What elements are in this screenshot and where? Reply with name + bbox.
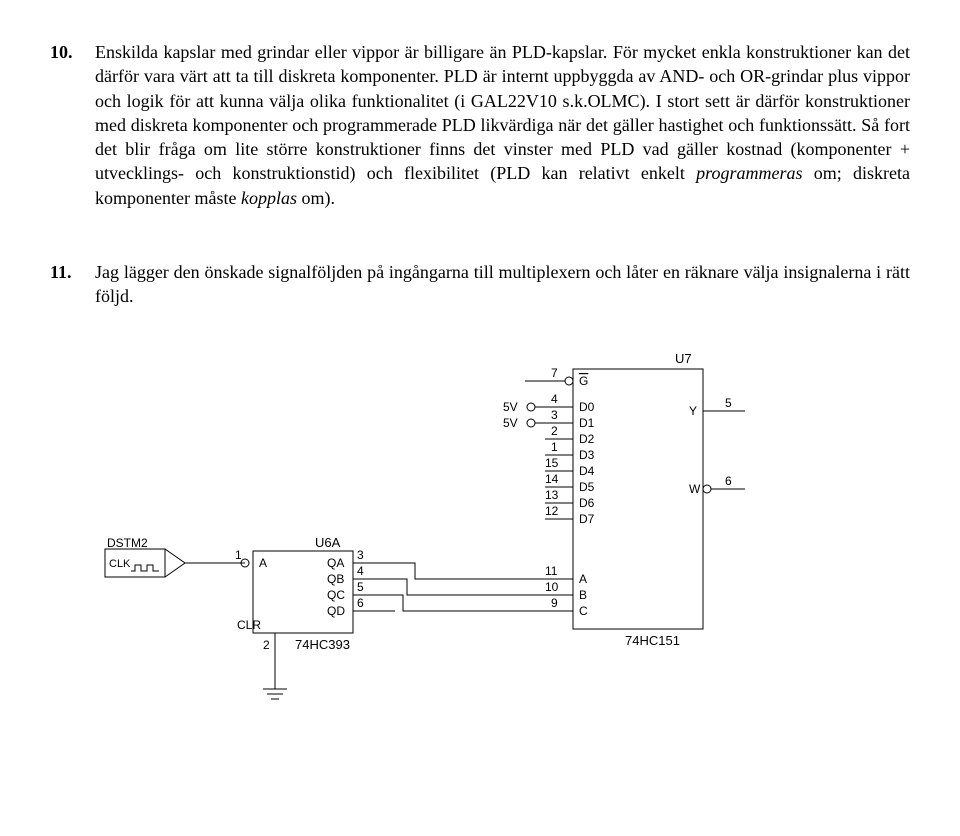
u7-g-sig: G	[579, 374, 588, 388]
u7-d2-sig: D2	[579, 432, 595, 446]
u7-g-pin: 7	[551, 366, 558, 380]
u7-d7-pin: 12	[545, 504, 559, 518]
net-5v-b: 5V	[503, 416, 518, 430]
stim-ref: DSTM2	[107, 536, 148, 550]
question-10: 10. Enskilda kapslar med grindar eller v…	[50, 40, 910, 210]
u6a-pin-a-sig: A	[259, 556, 267, 570]
u7-d4-sig: D4	[579, 464, 595, 478]
u7-b-sig: B	[579, 588, 587, 602]
u7-ref: U7	[675, 351, 692, 366]
u7-d7-sig: D7	[579, 512, 595, 526]
u6a-pin-a-num: 1	[235, 548, 242, 562]
q10-text: Enskilda kapslar med grindar eller vippo…	[95, 40, 910, 210]
q11-number: 11.	[50, 260, 95, 309]
u7-d1-sig: D1	[579, 416, 595, 430]
u7-d0-pin: 4	[551, 392, 558, 406]
q10-p1b: programmeras	[696, 163, 802, 183]
u7-a-sig: A	[579, 572, 587, 586]
u7-d6-sig: D6	[579, 496, 595, 510]
u6a-qc-sig: QC	[327, 588, 345, 602]
q10-p1d: kopplas	[241, 188, 297, 208]
u6a-qb-pin: 4	[357, 564, 364, 578]
u7-d2-pin: 2	[551, 424, 558, 438]
u6a-clr-pin: 2	[263, 638, 270, 652]
u7-d1-pin: 3	[551, 408, 558, 422]
u6a-qa-pin: 3	[357, 548, 364, 562]
u6a-qd-sig: QD	[327, 604, 345, 618]
u7-d5-pin: 14	[545, 472, 559, 486]
u7-y-sig: Y	[689, 404, 697, 418]
u6a-qb-sig: QB	[327, 572, 344, 586]
u7-d6-pin: 13	[545, 488, 559, 502]
u6a-qc-pin: 5	[357, 580, 364, 594]
q10-p1e: om).	[297, 188, 335, 208]
u7-c-pin: 9	[551, 596, 558, 610]
u7-w-pin: 6	[725, 474, 732, 488]
u7-b-pin: 10	[545, 580, 559, 594]
u7-w-sig: W	[689, 482, 701, 496]
u7-d0-sig: D0	[579, 400, 595, 414]
u7-d3-sig: D3	[579, 448, 595, 462]
q11-text: Jag lägger den önskade signalföljden på …	[95, 260, 910, 309]
u7-a-pin: 11	[545, 564, 558, 578]
u7-y-pin: 5	[725, 396, 732, 410]
net-5v-a: 5V	[503, 400, 518, 414]
stim-sig: CLK	[109, 558, 131, 570]
u7-part: 74HC151	[625, 633, 680, 648]
u7-d4-pin: 15	[545, 456, 559, 470]
u6a-ref: U6A	[315, 535, 341, 550]
question-11: 11. Jag lägger den önskade signalföljden…	[50, 260, 910, 309]
u7-d3-pin: 1	[551, 440, 558, 454]
u6a-clr-sig: CLR	[237, 618, 261, 632]
u6a-qd-pin: 6	[357, 596, 364, 610]
u6a-part: 74HC393	[295, 637, 350, 652]
schematic-diagram: DSTM2 CLK U6A 74HC393 1 A QA 3 QB 4 QC 5…	[95, 329, 910, 729]
q10-number: 10.	[50, 40, 95, 210]
u7-d5-sig: D5	[579, 480, 595, 494]
u6a-qa-sig: QA	[327, 556, 344, 570]
u7-c-sig: C	[579, 604, 588, 618]
